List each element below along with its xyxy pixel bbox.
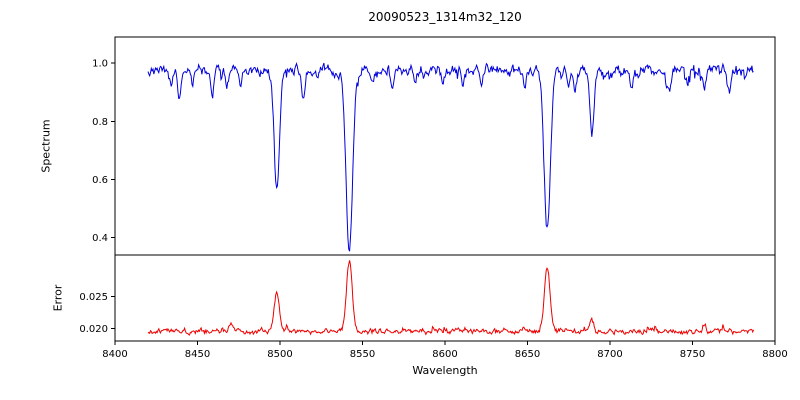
x-tick-label: 8650	[515, 349, 540, 360]
x-tick-label: 8700	[597, 349, 622, 360]
y-tick-label: 0.020	[79, 324, 108, 335]
x-tick-label: 8400	[102, 349, 127, 360]
x-axis-label: Wavelength	[412, 364, 478, 377]
error-line	[147, 260, 755, 336]
y-tick-label: 0.6	[92, 175, 108, 186]
x-tick-label: 8450	[185, 349, 210, 360]
x-tick-label: 8800	[762, 349, 787, 360]
axes-frame-error	[114, 254, 776, 342]
x-tick-label: 8750	[680, 349, 705, 360]
spectrum-line	[147, 61, 754, 252]
y-tick-label: 0.4	[92, 233, 108, 244]
x-tick-label: 8550	[350, 349, 375, 360]
y-tick-label: 0.8	[92, 117, 108, 128]
x-tick-label: 8500	[267, 349, 292, 360]
y-tick-label: 1.0	[92, 59, 108, 70]
x-tick-label: 8600	[432, 349, 457, 360]
y-tick-label: 0.025	[79, 292, 108, 303]
figure-title: 20090523_1314m32_120	[368, 10, 522, 24]
